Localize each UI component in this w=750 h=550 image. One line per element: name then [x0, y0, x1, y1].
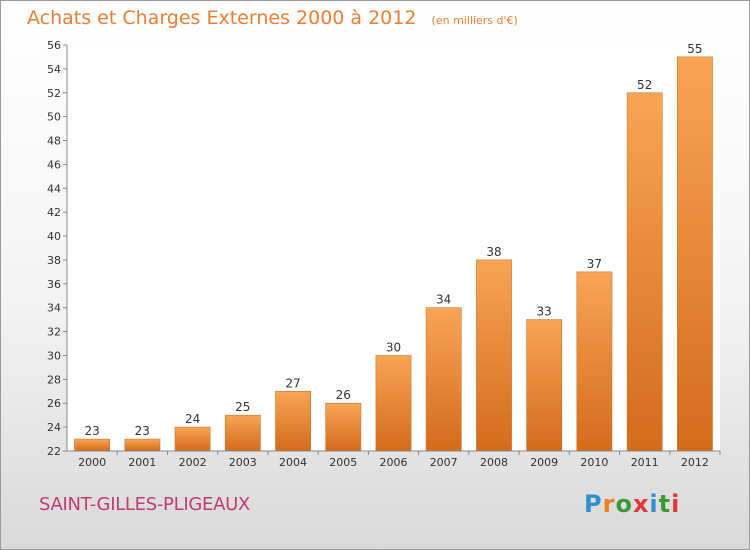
x-tick-label: 2011 — [631, 456, 659, 469]
chart-unit: (en milliers d'€) — [431, 14, 518, 27]
chart-title-block: Achats et Charges Externes 2000 à 2012 (… — [27, 7, 518, 29]
bar-value-label: 38 — [486, 245, 501, 259]
chart-title: Achats et Charges Externes 2000 à 2012 — [27, 7, 417, 29]
y-tick-label: 34 — [47, 302, 61, 315]
bar — [74, 438, 111, 452]
bar-value-label: 33 — [537, 305, 552, 319]
bar — [275, 390, 312, 452]
logo-letter: t — [658, 490, 672, 518]
bar-value-label: 30 — [386, 341, 401, 355]
bar — [476, 259, 512, 452]
bar — [576, 271, 613, 452]
x-tick-label: 2002 — [179, 456, 207, 469]
y-tick-label: 46 — [47, 158, 61, 171]
y-tick-label: 32 — [47, 326, 61, 339]
commune-name: SAINT-GILLES-PLIGEAUX — [39, 494, 250, 515]
logo-letter: P — [584, 490, 603, 518]
bar — [425, 307, 462, 452]
y-tick-label: 24 — [47, 421, 61, 434]
x-tick-label: 2004 — [279, 456, 307, 469]
y-tick-label: 42 — [47, 206, 61, 219]
bar — [526, 319, 563, 452]
logo-letter: o — [615, 490, 633, 518]
bar — [124, 438, 161, 452]
bars-group: 23 23 24 25 27 26 30 34 38 33 37 52 55 — [74, 42, 713, 452]
y-tick-label: 22 — [47, 445, 61, 458]
x-tick-label: 2005 — [329, 456, 357, 469]
bar-value-label: 27 — [285, 376, 300, 390]
axes-group: 2000 2001 2002 2003 2004 2005 2006 2007 2008 2009… — [47, 39, 721, 469]
y-tick-label: 40 — [47, 230, 61, 243]
bar-value-label: 23 — [84, 424, 99, 438]
y-tick-label: 26 — [47, 397, 61, 410]
x-tick-label: 2001 — [128, 456, 156, 469]
x-tick-label: 2012 — [681, 456, 709, 469]
y-tick-label: 44 — [47, 182, 61, 195]
bar — [224, 414, 261, 452]
x-tick-label: 2009 — [530, 456, 558, 469]
y-tick-label: 56 — [47, 39, 61, 52]
y-tick-label: 36 — [47, 278, 61, 291]
bar — [375, 355, 412, 452]
logo-letter: i — [671, 490, 681, 518]
bar — [325, 402, 362, 452]
x-tick-label: 2003 — [229, 456, 257, 469]
y-tick-label: 52 — [47, 87, 61, 100]
bar-value-label: 34 — [436, 293, 451, 307]
logo-letter: r — [602, 490, 616, 518]
x-tick-label: 2007 — [430, 456, 458, 469]
bar-value-label: 23 — [135, 424, 150, 438]
proxiti-logo: Proxiti — [584, 490, 680, 518]
logo-letter: i — [649, 490, 659, 518]
y-tick-label: 54 — [47, 63, 61, 76]
x-tick-label: 2008 — [480, 456, 508, 469]
x-tick-label: 2010 — [580, 456, 608, 469]
bar-value-label: 37 — [587, 257, 602, 271]
bar-value-label: 52 — [637, 78, 652, 92]
bar-value-label: 26 — [336, 388, 351, 402]
y-tick-label: 38 — [47, 254, 61, 267]
x-tick-label: 2000 — [78, 456, 106, 469]
y-tick-label: 50 — [47, 111, 61, 124]
bar-value-label: 24 — [185, 412, 200, 426]
bar-value-label: 25 — [235, 400, 250, 414]
bar — [676, 56, 713, 452]
y-tick-label: 28 — [47, 373, 61, 386]
y-tick-label: 30 — [47, 350, 61, 363]
bar-value-label: 55 — [687, 42, 702, 56]
x-tick-label: 2006 — [380, 456, 408, 469]
logo-letter: x — [632, 490, 650, 518]
y-tick-label: 48 — [47, 135, 61, 148]
bar — [626, 92, 663, 452]
bar — [174, 426, 211, 452]
